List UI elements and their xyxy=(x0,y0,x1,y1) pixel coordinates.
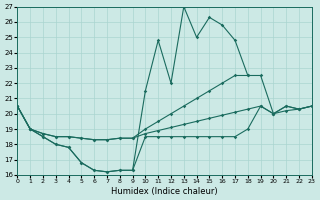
X-axis label: Humidex (Indice chaleur): Humidex (Indice chaleur) xyxy=(111,187,218,196)
